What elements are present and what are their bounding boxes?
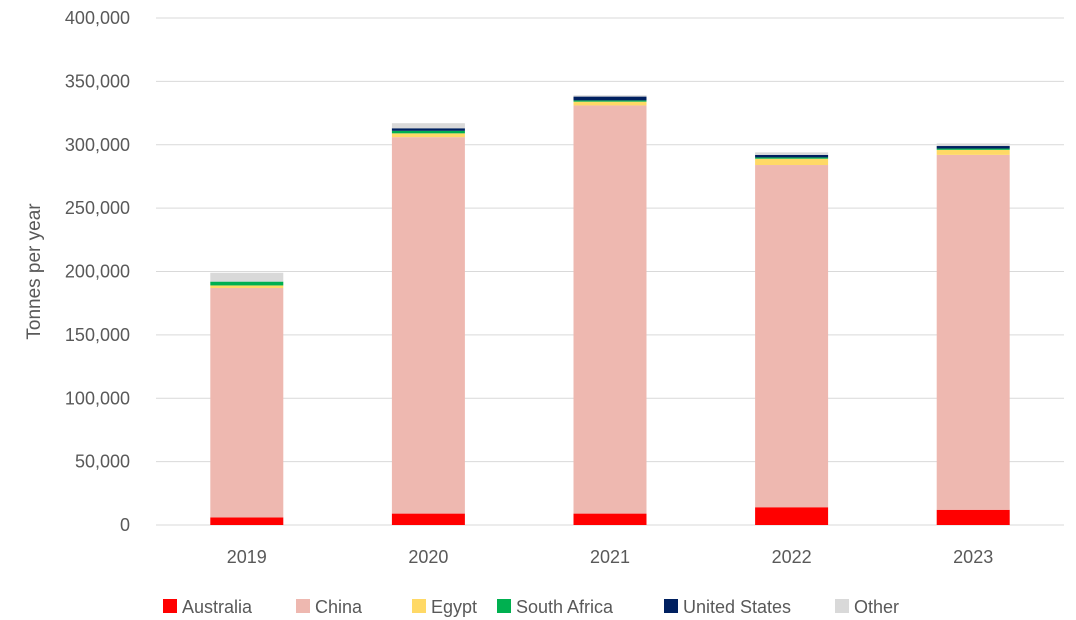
bar-segment-united-states bbox=[391, 128, 465, 131]
legend-swatch bbox=[835, 599, 849, 613]
bar-segment-united-states bbox=[755, 154, 829, 158]
legend-swatch bbox=[296, 599, 310, 613]
bar-segment-egypt bbox=[210, 285, 284, 288]
legend-label: South Africa bbox=[516, 597, 614, 617]
y-tick-label: 0 bbox=[120, 515, 130, 535]
legend-swatch bbox=[497, 599, 511, 613]
bar-segment-other bbox=[936, 143, 1010, 147]
bar-segment-egypt bbox=[573, 101, 647, 106]
bar-segment-south-africa bbox=[573, 100, 647, 102]
legend-item-china: China bbox=[296, 597, 363, 617]
bar-stack-2021 bbox=[573, 95, 647, 525]
legend-swatch bbox=[163, 599, 177, 613]
x-tick-label: 2022 bbox=[772, 547, 812, 567]
bar-segment-egypt bbox=[391, 133, 465, 138]
y-tick-label: 200,000 bbox=[65, 262, 130, 282]
bar-segment-south-africa bbox=[210, 281, 284, 286]
bar-stack-2023 bbox=[936, 143, 1010, 525]
bar-segment-other bbox=[210, 272, 284, 282]
bar-segment-united-states bbox=[936, 146, 1010, 149]
bar-segment-south-africa bbox=[936, 148, 1010, 150]
bar-segment-australia bbox=[391, 513, 465, 525]
legend-label: China bbox=[315, 597, 363, 617]
bar-segment-china bbox=[210, 287, 284, 518]
legend-swatch bbox=[412, 599, 426, 613]
y-tick-label: 250,000 bbox=[65, 198, 130, 218]
x-tick-label: 2021 bbox=[590, 547, 630, 567]
bar-segment-australia bbox=[573, 513, 647, 525]
bar-segment-china bbox=[391, 137, 465, 514]
bar-segment-australia bbox=[210, 517, 284, 525]
legend-item-south-africa: South Africa bbox=[497, 597, 614, 617]
legend-label: United States bbox=[683, 597, 791, 617]
x-axis-ticks: 2019 2020 2021 2022 2023 bbox=[227, 547, 993, 567]
legend-item-egypt: Egypt bbox=[412, 597, 477, 617]
y-axis-ticks: 0 50,000 100,000 150,000 200,000 250,000 300,0… bbox=[65, 8, 130, 535]
legend-swatch bbox=[664, 599, 678, 613]
bar-segment-australia bbox=[936, 509, 1010, 525]
bar-segment-egypt bbox=[755, 158, 829, 166]
y-tick-label: 100,000 bbox=[65, 388, 130, 408]
legend: Australia China Egypt South Africa United St… bbox=[163, 597, 899, 617]
bar-segment-united-states bbox=[573, 96, 647, 101]
x-tick-label: 2020 bbox=[408, 547, 448, 567]
bar-segment-egypt bbox=[936, 149, 1010, 155]
bar-segment-south-africa bbox=[755, 157, 829, 159]
bar-segment-china bbox=[755, 165, 829, 508]
bar-segment-other bbox=[391, 123, 465, 129]
legend-item-united-states: United States bbox=[664, 597, 791, 617]
y-tick-label: 150,000 bbox=[65, 325, 130, 345]
bar-stack-2019 bbox=[210, 272, 284, 525]
bars bbox=[210, 95, 1010, 525]
legend-label: Other bbox=[854, 597, 899, 617]
bar-segment-australia bbox=[755, 507, 829, 525]
y-tick-label: 300,000 bbox=[65, 135, 130, 155]
bar-segment-china bbox=[573, 105, 647, 514]
x-tick-label: 2019 bbox=[227, 547, 267, 567]
legend-item-other: Other bbox=[835, 597, 899, 617]
bar-stack-2020 bbox=[391, 123, 465, 525]
bar-segment-south-africa bbox=[391, 130, 465, 134]
x-tick-label: 2023 bbox=[953, 547, 993, 567]
legend-label: Australia bbox=[182, 597, 253, 617]
bar-segment-china bbox=[936, 154, 1010, 510]
legend-label: Egypt bbox=[431, 597, 477, 617]
bar-segment-other bbox=[573, 95, 647, 97]
y-tick-label: 400,000 bbox=[65, 8, 130, 28]
bar-segment-other bbox=[755, 152, 829, 155]
y-tick-label: 350,000 bbox=[65, 71, 130, 91]
y-tick-label: 50,000 bbox=[75, 452, 130, 472]
legend-item-australia: Australia bbox=[163, 597, 253, 617]
y-axis-title: Tonnes per year bbox=[24, 203, 45, 340]
bar-stack-2022 bbox=[755, 152, 829, 525]
